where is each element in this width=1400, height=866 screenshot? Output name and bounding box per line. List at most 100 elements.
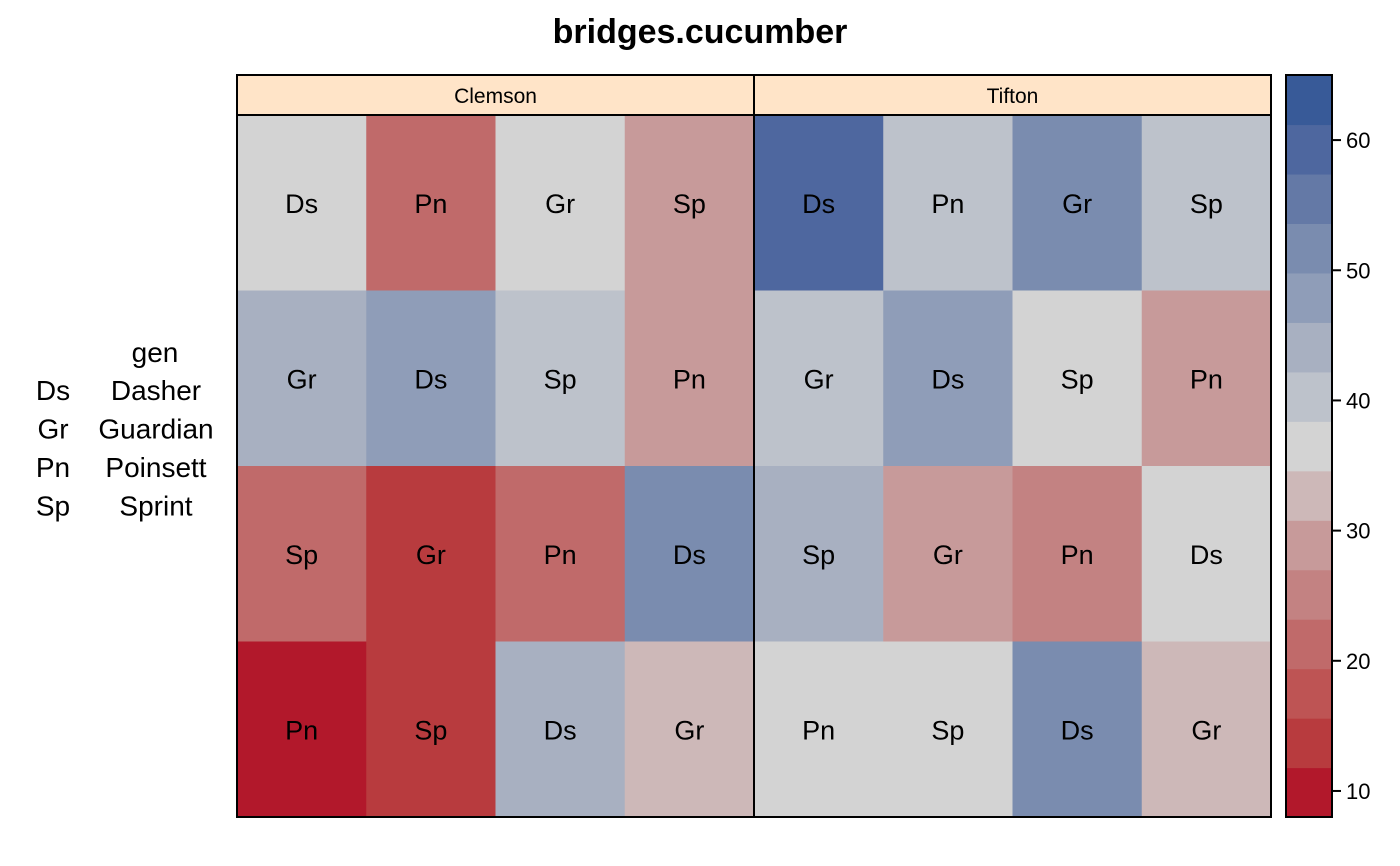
cell — [1141, 115, 1272, 292]
cell-label: Gr — [416, 540, 446, 570]
cell-label: Ds — [1061, 715, 1094, 745]
colorbar-segment — [1286, 173, 1332, 224]
colorbar-segment — [1286, 75, 1332, 126]
cell-label: Pn — [1190, 364, 1223, 394]
cell — [1012, 641, 1143, 818]
key-name-Sp: Sprint — [119, 491, 192, 522]
cell-label: Ds — [802, 189, 835, 219]
key-code-Sp: Sp — [36, 491, 70, 522]
cell-label: Gr — [674, 715, 704, 745]
cell — [237, 466, 367, 643]
colorbar-segment — [1286, 223, 1332, 274]
strip-label: Tifton — [987, 85, 1039, 108]
cell — [237, 290, 367, 467]
cell-label: Ds — [1190, 540, 1223, 570]
colorbar-segment — [1286, 470, 1332, 521]
colorbar-segment — [1286, 520, 1332, 571]
cell — [1012, 466, 1143, 643]
cell — [754, 290, 884, 467]
cell — [495, 641, 626, 818]
colorbar-segment — [1286, 668, 1332, 719]
colorbar-border — [1285, 74, 1333, 818]
cell — [883, 115, 1014, 292]
cell-label: Pn — [931, 189, 964, 219]
cell-label: Sp — [544, 364, 577, 394]
colorbar-tick-label: 20 — [1346, 649, 1370, 674]
cell — [754, 641, 884, 818]
colorbar-segment — [1286, 619, 1332, 670]
cell — [495, 290, 626, 467]
cell-label: Gr — [1062, 189, 1092, 219]
gen-key: gen Ds Dasher Gr Guardian Pn Poinsett Sp Sprint — [36, 337, 214, 522]
colorbar-segment — [1286, 718, 1332, 769]
cell-label: Pn — [285, 715, 318, 745]
cell-label: Ds — [544, 715, 577, 745]
colorbar-tick-label: 40 — [1346, 388, 1370, 413]
cell-label: Gr — [287, 364, 317, 394]
cell-label: Gr — [545, 189, 575, 219]
colorbar-segment — [1286, 371, 1332, 422]
key-code-Gr: Gr — [37, 414, 68, 445]
key-code-Pn: Pn — [36, 452, 70, 483]
cell-label: Sp — [1190, 189, 1223, 219]
colorbar-tick-label: 60 — [1346, 128, 1370, 153]
key-name-Gr: Guardian — [98, 414, 213, 445]
cell-label: Ds — [414, 364, 447, 394]
cell — [366, 466, 497, 643]
colorbar-tick-label: 10 — [1346, 779, 1370, 804]
cell-label: Ds — [931, 364, 964, 394]
cell-label: Sp — [285, 540, 318, 570]
cell — [1012, 115, 1143, 292]
cell-label: Sp — [673, 189, 706, 219]
cell — [624, 641, 755, 818]
cell-label: Pn — [544, 540, 577, 570]
key-title: gen — [132, 337, 179, 368]
colorbar-segment — [1286, 421, 1332, 472]
cell — [754, 115, 884, 292]
cell — [366, 115, 497, 292]
cell — [883, 290, 1014, 467]
cell — [1141, 641, 1272, 818]
cell — [624, 115, 755, 292]
cell-label: Gr — [804, 364, 834, 394]
key-name-Ds: Dasher — [111, 375, 201, 406]
key-name-Pn: Poinsett — [105, 452, 206, 483]
panel-border — [753, 114, 1272, 818]
cell-label: Gr — [933, 540, 963, 570]
cell-label: Sp — [802, 540, 835, 570]
cell-label: Sp — [414, 715, 447, 745]
colorbar-segment — [1286, 272, 1332, 323]
colorbar-segment — [1286, 322, 1332, 373]
panel-tifton: Ds Pn Gr Sp Gr Ds Sp Pn Sp Gr Pn Ds Pn Sp Ds Gr Tifton — [753, 74, 1272, 818]
cell-label: Sp — [931, 715, 964, 745]
cell — [754, 466, 884, 643]
cell — [1141, 290, 1272, 467]
cell-label: Ds — [285, 189, 318, 219]
colorbar-segment — [1286, 767, 1332, 818]
cell-label: Gr — [1191, 715, 1221, 745]
cell — [237, 641, 367, 818]
cell — [366, 641, 497, 818]
chart-title: bridges.cucumber — [553, 13, 848, 51]
cell-label: Pn — [802, 715, 835, 745]
cell — [624, 290, 755, 467]
colorbar-segment — [1286, 124, 1332, 175]
cell-label: Pn — [414, 189, 447, 219]
cell — [883, 466, 1014, 643]
cell-label: Pn — [673, 364, 706, 394]
strip-label: Clemson — [454, 85, 537, 108]
cell — [1141, 466, 1272, 643]
key-code-Ds: Ds — [36, 375, 70, 406]
cell — [495, 115, 626, 292]
panel-clemson: Ds Pn Gr Sp Gr Ds Sp Pn Sp Gr Pn Ds Pn Sp Ds Gr Clemson — [236, 74, 755, 818]
colorbar-segment — [1286, 569, 1332, 620]
strip — [753, 74, 1272, 116]
cell-label: Sp — [1061, 364, 1094, 394]
cell — [237, 115, 367, 292]
cell-label: Ds — [673, 540, 706, 570]
cell — [883, 641, 1014, 818]
cell — [495, 466, 626, 643]
cell — [1012, 290, 1143, 467]
